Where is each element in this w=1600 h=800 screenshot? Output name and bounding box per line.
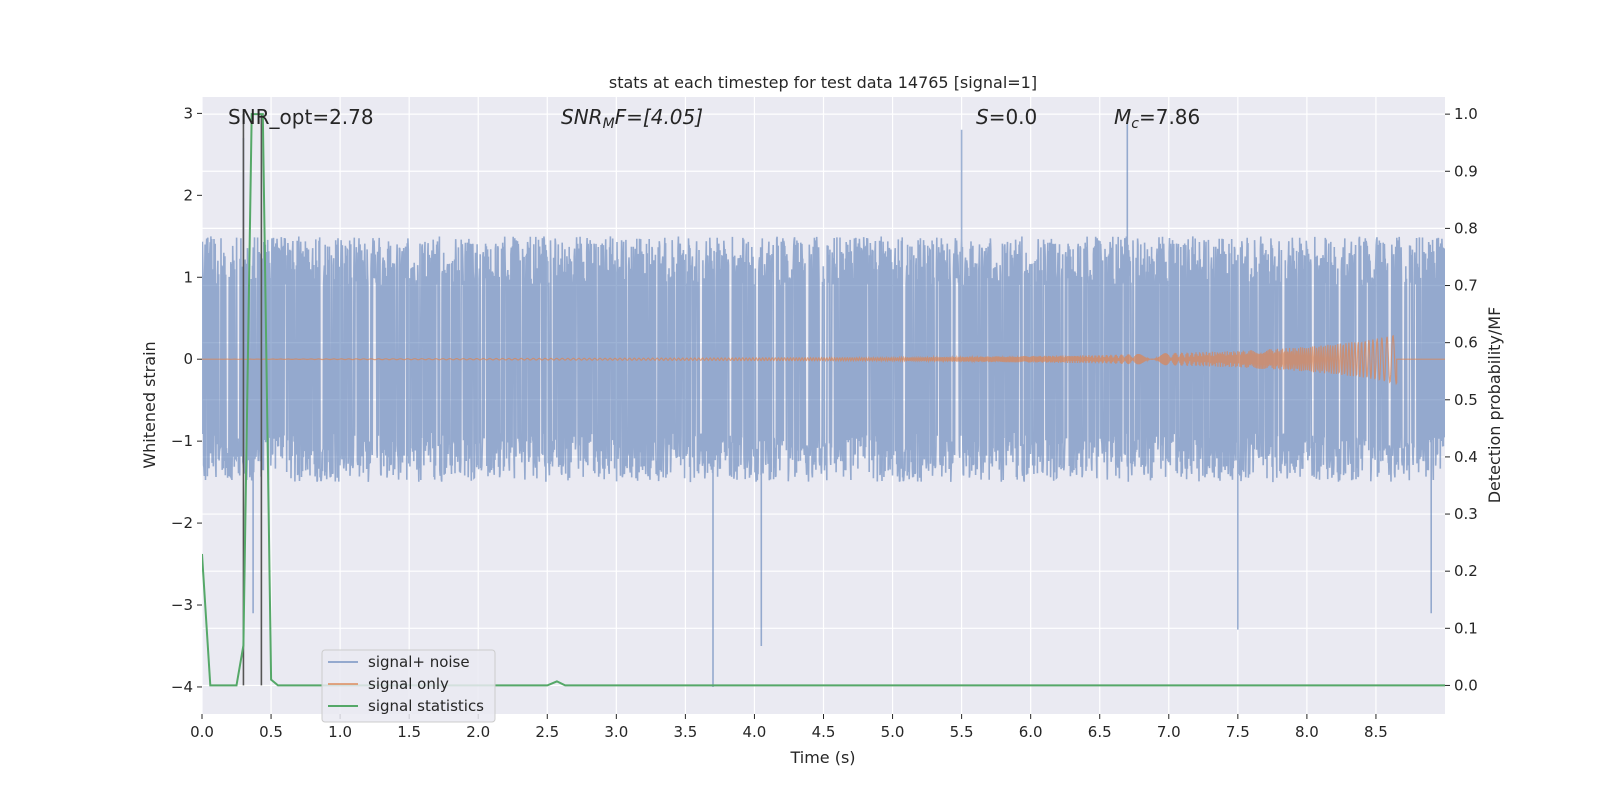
series-signal-statistics: [202, 113, 1445, 687]
y2-tick-label: 0.3: [1454, 505, 1478, 523]
y2-tick-label: 0.9: [1454, 162, 1478, 180]
y2-axis-label: Detection probability/MF: [1485, 307, 1504, 504]
x-tick-label: 4.0: [743, 723, 767, 741]
x-tick-label: 7.5: [1226, 723, 1250, 741]
y-tick-label: 0: [183, 350, 193, 368]
y-tick-label: 1: [183, 268, 193, 286]
y-axis-ticks: 3 2 1 0 −1 −2 −3 −4: [171, 104, 202, 696]
y-tick-label: −2: [171, 514, 193, 532]
chart-title: stats at each timestep for test data 147…: [609, 73, 1037, 92]
x-tick-label: 6.5: [1088, 723, 1112, 741]
y2-tick-label: 0.4: [1454, 448, 1478, 466]
y2-tick-label: 1.0: [1454, 105, 1478, 123]
legend: signal+ noise signal only signal statist…: [321, 649, 496, 723]
x-tick-label: 2.0: [466, 723, 490, 741]
x-axis-label: Time (s): [789, 748, 855, 767]
y2-tick-label: 0.0: [1454, 676, 1478, 694]
annotation-snr-mf-rest: F=[4.05]: [615, 105, 703, 129]
annotation-s-rest: =0.0: [989, 105, 1038, 129]
annotation-snr-mf-main: SNR: [561, 105, 603, 129]
annotation-snr-opt: SNR_opt=2.78: [228, 105, 374, 129]
annotation-s-main: S: [976, 105, 989, 129]
x-tick-label: 8.0: [1295, 723, 1319, 741]
x-tick-label: 1.5: [397, 723, 421, 741]
annotation-snr-mf-sub: M: [603, 116, 615, 132]
annotation-mc-sub: c: [1131, 116, 1139, 132]
annotation-mc-main: M: [1114, 105, 1131, 129]
x-tick-label: 0.5: [259, 723, 283, 741]
series-signal-only: [202, 334, 1445, 386]
x-axis-ticks: 0.0 0.5 1.0 1.5 2.0 2.5 3.0 3.5 4.0 4.5 5.0 5.5 6.0 6…: [190, 714, 1388, 741]
signal-only-line: [202, 334, 1445, 386]
y2-tick-label: 0.2: [1454, 562, 1478, 580]
y-axis-label: Whitened strain: [140, 341, 159, 468]
x-tick-label: 5.5: [950, 723, 974, 741]
x-tick-label: 4.5: [812, 723, 836, 741]
x-tick-label: 8.5: [1364, 723, 1388, 741]
y2-tick-label: 0.7: [1454, 277, 1478, 295]
y2-tick-label: 0.5: [1454, 391, 1478, 409]
x-tick-label: 7.0: [1157, 723, 1181, 741]
y-tick-label: 3: [183, 104, 193, 122]
x-tick-label: 0.0: [190, 723, 214, 741]
y-tick-label: 2: [183, 186, 193, 204]
legend-label-signal-statistics: signal statistics: [368, 697, 484, 715]
legend-box: [321, 649, 496, 723]
x-tick-label: 3.5: [673, 723, 697, 741]
x-tick-label: 5.0: [881, 723, 905, 741]
x-tick-label: 1.0: [328, 723, 352, 741]
annotation-mc: Mc=7.86: [1114, 105, 1200, 132]
y-tick-label: −1: [171, 432, 193, 450]
y2-axis-ticks: 1.0 0.9 0.8 0.7 0.6 0.5 0.4 0.3 0.2 0.1 0.0: [1445, 105, 1478, 694]
annotation-snr-mf: SNRMF=[4.05]: [561, 105, 703, 132]
x-tick-label: 6.0: [1019, 723, 1043, 741]
x-tick-label: 2.5: [535, 723, 559, 741]
y2-tick-label: 0.6: [1454, 334, 1478, 352]
y2-tick-label: 0.1: [1454, 619, 1478, 637]
annotation-s: S=0.0: [976, 105, 1037, 129]
legend-label-signal-only: signal only: [368, 675, 449, 693]
y-tick-label: −3: [171, 596, 193, 614]
y-tick-label: −4: [171, 678, 193, 696]
legend-label-signal-noise: signal+ noise: [368, 653, 470, 671]
signal-statistics-line: [202, 113, 1445, 687]
annotation-mc-rest: =7.86: [1139, 105, 1200, 129]
x-tick-label: 3.0: [604, 723, 628, 741]
y2-tick-label: 0.8: [1454, 219, 1478, 237]
